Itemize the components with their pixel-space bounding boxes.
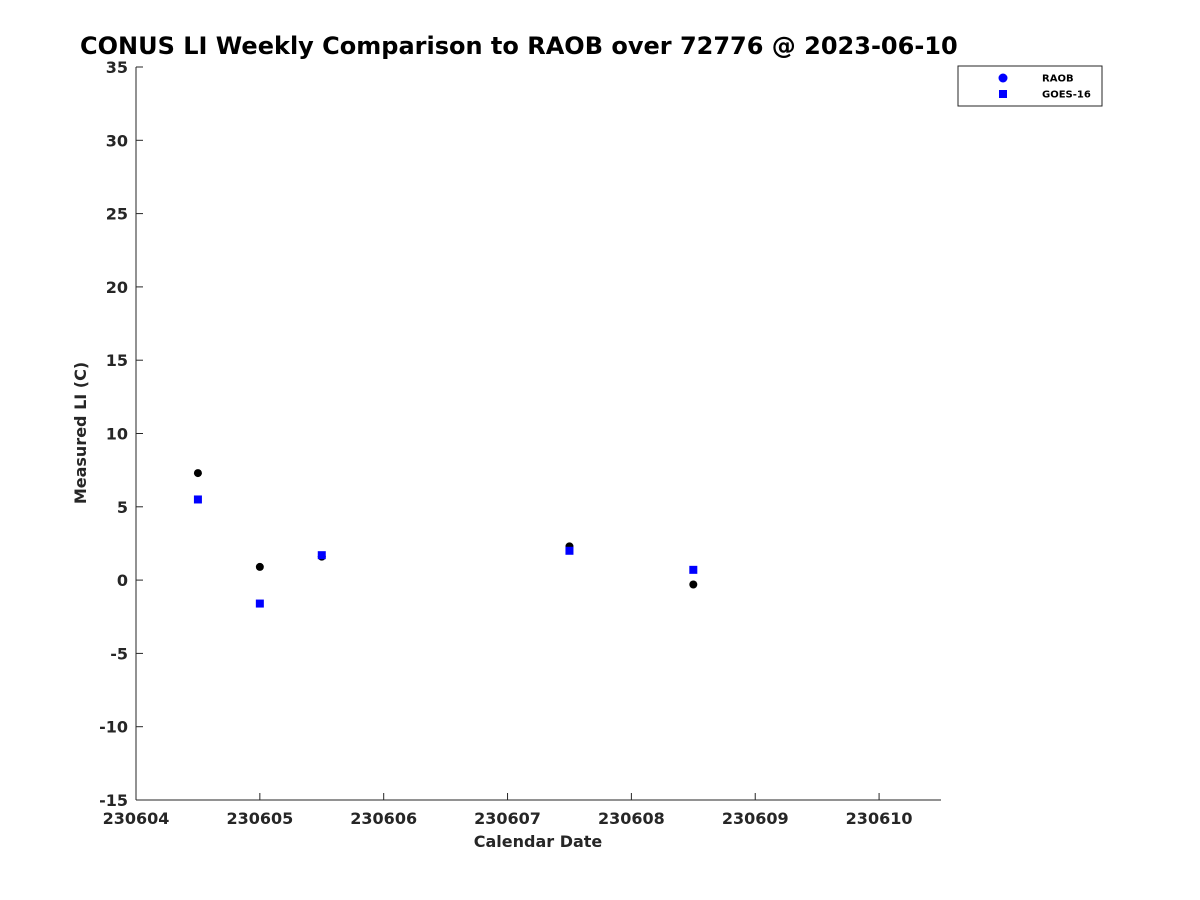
y-tick-label: 15	[106, 351, 128, 370]
raob-point	[193, 469, 202, 478]
x-tick-label: 230610	[846, 809, 913, 828]
y-tick-label: 30	[106, 131, 128, 150]
x-tick-label: 230609	[722, 809, 789, 828]
x-axis-label: Calendar Date	[474, 832, 603, 851]
x-tick-label: 230607	[474, 809, 541, 828]
raob-point	[689, 580, 698, 589]
goes-16-point	[317, 551, 326, 560]
raob-point	[255, 562, 264, 571]
legend: RAOB GOES-16	[957, 65, 1103, 107]
chart-title: CONUS LI Weekly Comparison to RAOB over …	[80, 32, 958, 60]
goes-16-point	[689, 565, 698, 574]
y-ticks: -15 -10 -5 0 5 10 15 20 25 30 35	[99, 58, 143, 810]
x-ticks: 230604 230605 230606 230607 230608 230609 2306…	[103, 793, 913, 828]
goes-16-point	[255, 599, 264, 608]
legend-raob-label: RAOB	[1042, 74, 1074, 85]
goes-16-point	[565, 546, 574, 555]
x-tick-label: 230606	[350, 809, 417, 828]
y-tick-label: 20	[106, 278, 128, 297]
data-points	[193, 469, 698, 608]
y-tick-label: -5	[110, 644, 128, 663]
axes	[135, 67, 941, 801]
legend-goes-label: GOES-16	[1042, 90, 1091, 101]
y-tick-label: 10	[106, 425, 128, 444]
y-tick-label: -15	[99, 791, 128, 810]
legend-raob-marker	[998, 73, 1008, 83]
y-tick-label: -10	[99, 718, 128, 737]
y-tick-label: 0	[117, 571, 128, 590]
legend-box	[957, 65, 1103, 107]
goes-16-point	[193, 495, 202, 504]
y-axis-label: Measured LI (C)	[71, 362, 90, 504]
y-tick-label: 25	[106, 205, 128, 224]
x-tick-label: 230608	[598, 809, 665, 828]
legend-goes-marker	[999, 90, 1007, 98]
y-tick-label: 35	[106, 58, 128, 77]
x-tick-label: 230604	[103, 809, 170, 828]
y-tick-label: 5	[117, 498, 128, 517]
x-tick-label: 230605	[226, 809, 293, 828]
